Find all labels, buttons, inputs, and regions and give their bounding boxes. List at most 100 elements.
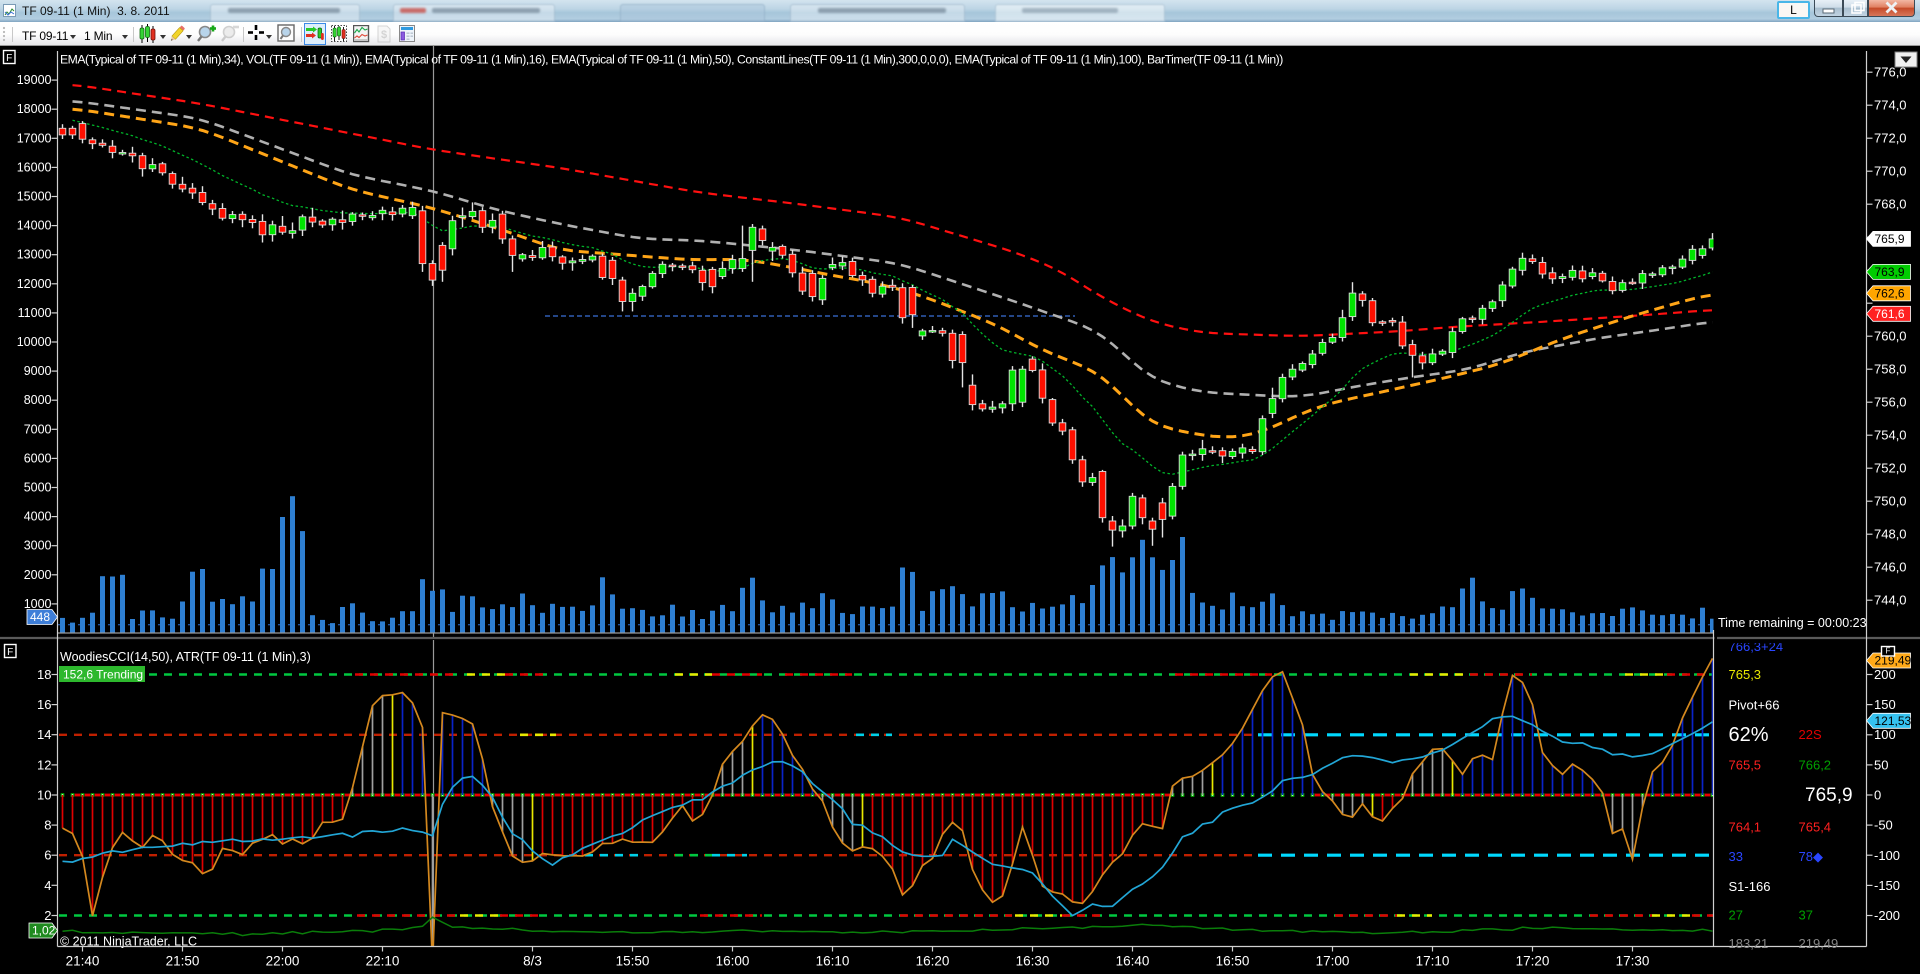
svg-text:17:10: 17:10 [1416,954,1450,969]
svg-text:754,0: 754,0 [1874,428,1907,443]
svg-text:16:20: 16:20 [916,954,950,969]
svg-text:100: 100 [1874,727,1896,742]
svg-text:8000: 8000 [24,393,52,407]
svg-text:16: 16 [37,697,51,712]
svg-text:0: 0 [1874,788,1881,803]
svg-text:768,0: 768,0 [1874,197,1907,212]
svg-text:4: 4 [44,878,51,893]
svg-text:770,0: 770,0 [1874,164,1907,179]
svg-text:-200: -200 [1874,908,1900,923]
svg-text:772,0: 772,0 [1874,131,1907,146]
svg-text:6: 6 [44,848,51,863]
svg-text:765,9: 765,9 [1805,785,1853,806]
svg-text:766,2: 766,2 [1799,758,1832,773]
svg-text:12000: 12000 [17,277,52,291]
svg-text:17:20: 17:20 [1516,954,1550,969]
svg-text:21:50: 21:50 [166,954,200,969]
svg-text:200: 200 [1874,667,1896,682]
svg-text:762,6: 762,6 [1875,287,1905,301]
svg-text:219,49: 219,49 [1799,936,1839,951]
svg-text:16:30: 16:30 [1016,954,1050,969]
svg-text:183,21: 183,21 [1729,936,1769,951]
svg-text:17:00: 17:00 [1316,954,1350,969]
svg-text:$: $ [381,29,387,41]
svg-text:152,6 Trending: 152,6 Trending [63,668,143,682]
svg-text:764,1: 764,1 [1729,820,1762,835]
svg-text:12: 12 [37,757,51,772]
svg-text:121,53: 121,53 [1875,714,1912,728]
svg-text:Time remaining = 00:00:23: Time remaining = 00:00:23 [1718,616,1867,630]
svg-text:-50: -50 [1874,818,1893,833]
svg-text:22S: 22S [1799,727,1822,742]
svg-text:© 2011 NinjaTrader, LLC: © 2011 NinjaTrader, LLC [60,935,197,949]
svg-text:14: 14 [37,727,51,742]
svg-text:37: 37 [1799,908,1813,923]
svg-text:744,0: 744,0 [1874,593,1907,608]
svg-text:2000: 2000 [24,568,52,582]
svg-text:62%: 62% [1729,724,1769,746]
svg-text:16000: 16000 [17,160,52,174]
svg-text:F: F [6,53,12,64]
svg-text:13000: 13000 [17,248,52,262]
svg-text:763,9: 763,9 [1875,265,1905,279]
svg-text:765,3: 765,3 [1729,667,1762,682]
svg-text:774,0: 774,0 [1874,98,1907,113]
svg-text:10000: 10000 [17,335,52,349]
svg-text:EMA(Typical of TF 09-11 (1 Min: EMA(Typical of TF 09-11 (1 Min),34), VOL… [60,53,1283,67]
svg-text:760,0: 760,0 [1874,329,1907,344]
svg-text:-100: -100 [1874,848,1900,863]
svg-text:8: 8 [44,818,51,833]
svg-text:14000: 14000 [17,219,52,233]
svg-text:WoodiesCCI(14,50), ATR(TF 09-1: WoodiesCCI(14,50), ATR(TF 09-11 (1 Min),… [60,650,311,664]
svg-text:6000: 6000 [24,451,52,465]
svg-text:F: F [1886,647,1891,656]
svg-text:750,0: 750,0 [1874,494,1907,509]
svg-text:219,49: 219,49 [1875,654,1912,668]
svg-text:765,4: 765,4 [1799,820,1832,835]
svg-text:78◆: 78◆ [1799,849,1823,864]
svg-text:1,02: 1,02 [32,924,56,938]
svg-text:18000: 18000 [17,102,52,116]
svg-text:17:30: 17:30 [1616,954,1650,969]
svg-text:150: 150 [1874,697,1896,712]
svg-text:5000: 5000 [24,481,52,495]
svg-text:22:00: 22:00 [266,954,300,969]
svg-text:33: 33 [1729,849,1743,864]
svg-text:16:10: 16:10 [816,954,850,969]
svg-text:15000: 15000 [17,190,52,204]
svg-text:16:40: 16:40 [1116,954,1150,969]
svg-text:21:40: 21:40 [66,954,100,969]
svg-text:448: 448 [30,610,50,624]
svg-text:-150: -150 [1874,878,1900,893]
svg-text:746,0: 746,0 [1874,560,1907,575]
svg-text:7000: 7000 [24,422,52,436]
svg-text:752,0: 752,0 [1874,461,1907,476]
svg-text:756,0: 756,0 [1874,395,1907,410]
svg-text:3000: 3000 [24,539,52,553]
svg-text:27: 27 [1729,908,1743,923]
svg-text:1000: 1000 [24,597,52,611]
svg-text:18: 18 [37,667,51,682]
svg-text:748,0: 748,0 [1874,527,1907,542]
svg-text:11000: 11000 [18,306,52,320]
svg-text:8/3: 8/3 [523,954,542,969]
svg-text:22:10: 22:10 [366,954,400,969]
svg-text:16:00: 16:00 [716,954,750,969]
svg-text:765,9: 765,9 [1875,232,1905,246]
svg-text:19000: 19000 [17,73,52,87]
svg-text:S1-166: S1-166 [1729,879,1771,894]
svg-text:16:50: 16:50 [1216,954,1250,969]
svg-text:765,5: 765,5 [1729,758,1762,773]
svg-text:9000: 9000 [24,364,52,378]
svg-text:Pivot+66: Pivot+66 [1729,698,1780,713]
svg-text:761,6: 761,6 [1875,307,1905,321]
svg-text:10: 10 [37,788,51,803]
svg-text:776,0: 776,0 [1874,65,1907,80]
svg-text:F: F [7,647,13,658]
svg-text:50: 50 [1874,757,1888,772]
svg-text:15:50: 15:50 [616,954,650,969]
svg-text:758,0: 758,0 [1874,362,1907,377]
svg-text:4000: 4000 [24,510,52,524]
svg-text:2: 2 [44,908,51,923]
svg-text:17000: 17000 [17,131,52,145]
